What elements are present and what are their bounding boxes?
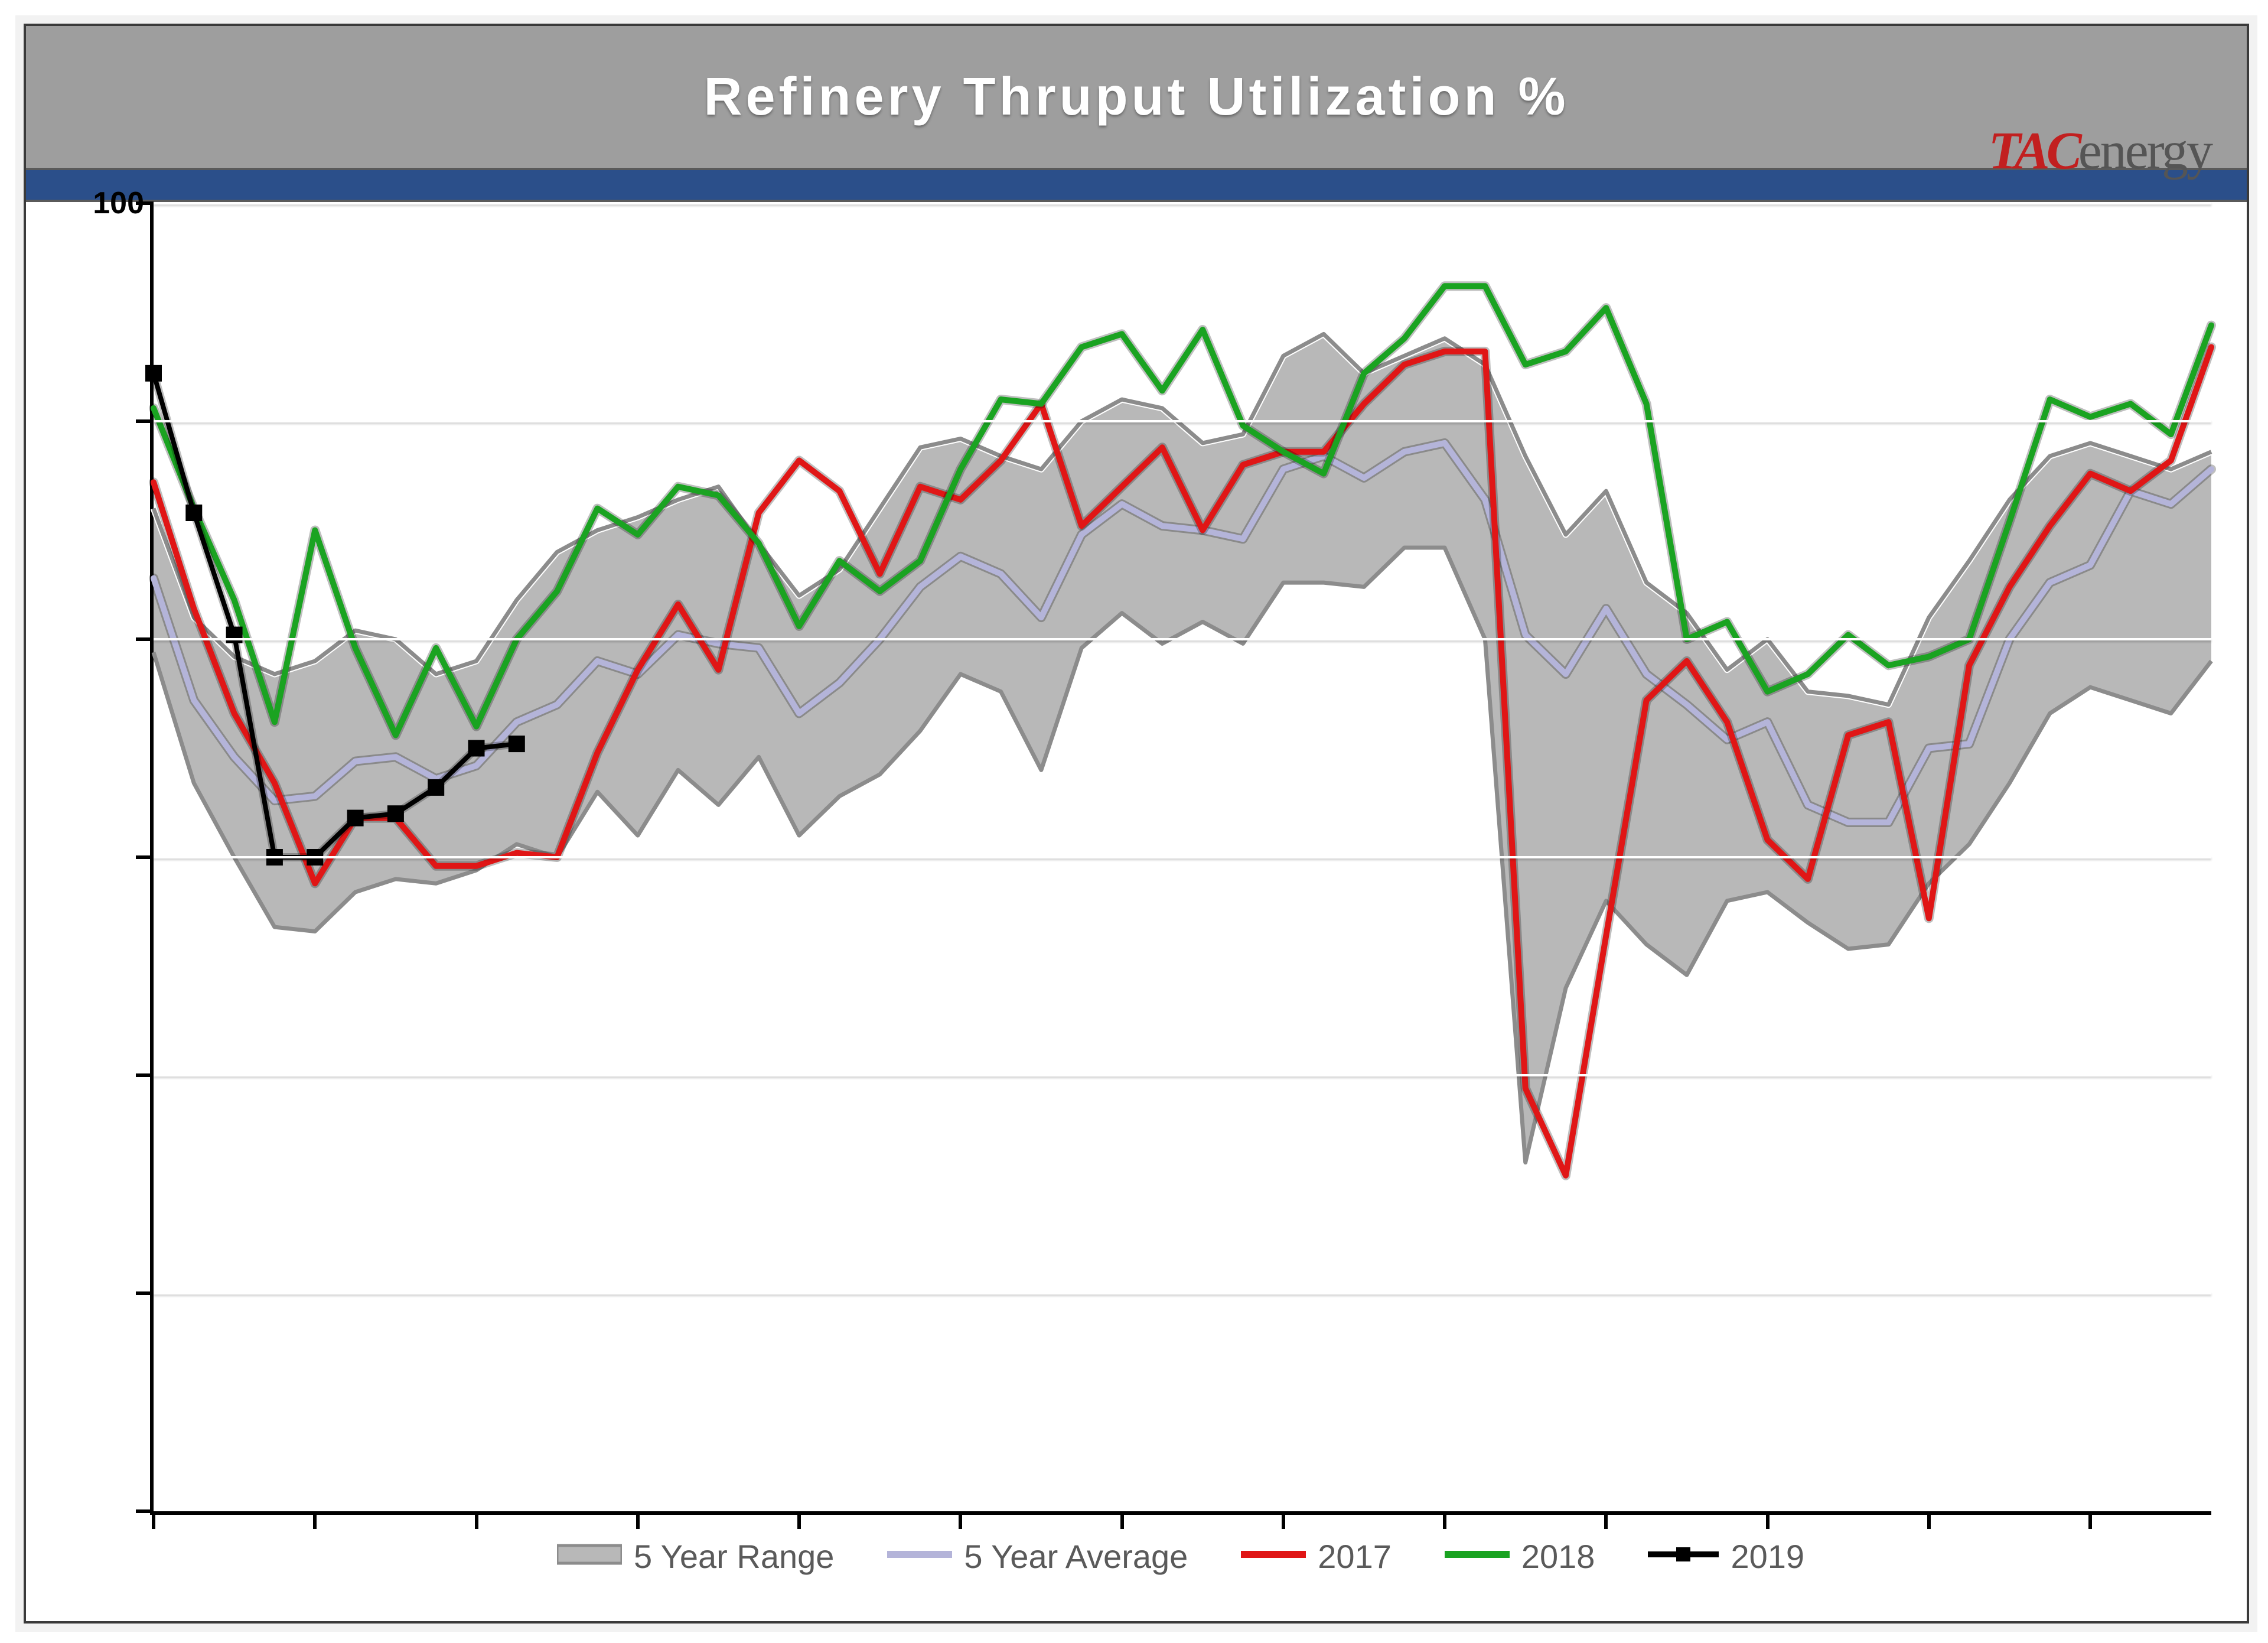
series-2019-marker: [185, 505, 202, 521]
legend-item-avg: 5 Year Average: [887, 1537, 1188, 1576]
gridline: [154, 638, 2211, 640]
chart-frame: Refinery Thruput Utilization % TACenergy…: [24, 24, 2249, 1624]
gridline: [154, 202, 2211, 204]
gridline: [154, 856, 2211, 858]
y-tick: [136, 855, 154, 859]
y-axis-label-100: 100: [85, 186, 144, 221]
chart-title: Refinery Thruput Utilization %: [703, 67, 1569, 128]
y-tick: [136, 419, 154, 423]
plot-area: [150, 203, 2211, 1515]
brand-prefix: TAC: [1989, 122, 2078, 180]
gridline: [154, 1074, 2211, 1076]
legend-swatch-range: [557, 1537, 622, 1576]
y-tick: [136, 637, 154, 641]
gridline: [154, 420, 2211, 422]
legend-label-avg: 5 Year Average: [964, 1537, 1188, 1576]
legend-item-range: 5 Year Range: [557, 1537, 834, 1576]
legend-swatch-avg: [887, 1537, 952, 1576]
legend-label-2018: 2018: [1521, 1537, 1595, 1576]
series-2019-marker: [145, 365, 162, 382]
gridline: [154, 1292, 2211, 1294]
legend: 5 Year Range 5 Year Average 2017 2018: [150, 1527, 2211, 1586]
series-2019-marker: [387, 805, 404, 822]
brand-logo: TACenergy: [1989, 121, 2211, 181]
legend-item-2017: 2017: [1241, 1537, 1392, 1576]
title-bar: Refinery Thruput Utilization %: [26, 26, 2247, 168]
legend-swatch-2018: [1445, 1537, 1510, 1576]
legend-swatch-2017: [1241, 1537, 1306, 1576]
y-tick: [136, 1291, 154, 1295]
y-tick: [136, 1073, 154, 1077]
series-2019-marker: [226, 627, 243, 643]
series-2019-marker: [428, 779, 444, 796]
y-tick: [136, 201, 154, 205]
series-2019-marker: [468, 740, 485, 757]
plot-wrapper: 100 5 Year Range 5 Year Average: [103, 203, 2211, 1586]
legend-item-2018: 2018: [1445, 1537, 1595, 1576]
series-2019-marker: [509, 736, 525, 752]
legend-swatch-2019: [1648, 1537, 1719, 1576]
series-2019-marker: [347, 810, 364, 827]
legend-label-2017: 2017: [1318, 1537, 1392, 1576]
y-tick: [136, 1509, 154, 1513]
legend-label-range: 5 Year Range: [634, 1537, 834, 1576]
series-range-area: [154, 334, 2211, 1162]
brand-suffix: energy: [2078, 122, 2211, 180]
legend-label-2019: 2019: [1731, 1537, 1804, 1576]
legend-item-2019: 2019: [1648, 1537, 1804, 1576]
accent-bar: [26, 168, 2247, 202]
